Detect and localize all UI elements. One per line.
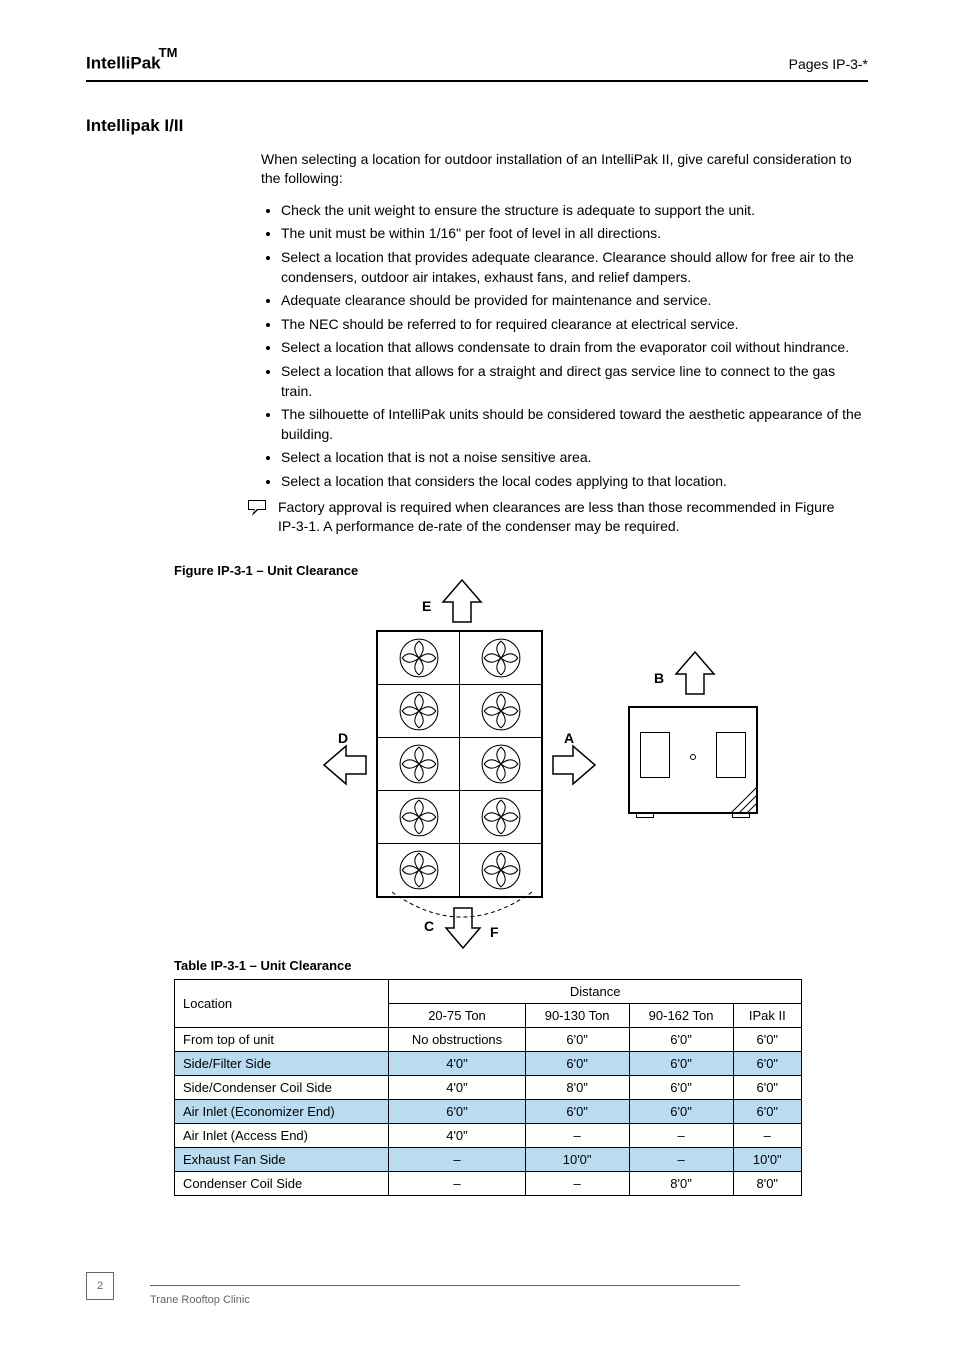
col-distance: Distance [389, 979, 802, 1003]
cell-value: – [389, 1147, 525, 1171]
list-item: The silhouette of IntelliPak units shoul… [281, 405, 868, 444]
cell-value: 6'0" [733, 1027, 801, 1051]
unit-side-view [628, 706, 758, 814]
cell-value: 6'0" [629, 1051, 733, 1075]
col-header: IPak II [733, 1003, 801, 1027]
fan-icon [480, 796, 522, 838]
page-number-box: 2 [86, 1272, 114, 1300]
cell-value: 6'0" [733, 1051, 801, 1075]
arrow-left-icon [322, 744, 374, 786]
intro-paragraph: When selecting a location for outdoor in… [261, 150, 868, 189]
table-row: Side/Condenser Coil Side4'0"8'0"6'0"6'0" [175, 1075, 802, 1099]
list-item: Select a location that provides adequate… [281, 248, 868, 287]
diagonal-lines-icon [730, 786, 758, 814]
list-item: Check the unit weight to ensure the stru… [281, 201, 868, 221]
row-label: Condenser Coil Side [175, 1171, 389, 1195]
label-d: D [338, 730, 348, 746]
fan-icon [398, 743, 440, 785]
cell-value: 6'0" [733, 1099, 801, 1123]
fan-icon [480, 637, 522, 679]
fan-icon [398, 796, 440, 838]
tm-mark: TM [159, 45, 178, 60]
clearance-table: Location Distance 20-75 Ton 90-130 Ton 9… [174, 979, 802, 1196]
label-a: A [564, 730, 574, 746]
table-row: Exhaust Fan Side–10'0"–10'0" [175, 1147, 802, 1171]
cell-value: 6'0" [629, 1027, 733, 1051]
section-title: Intellipak I/II [86, 116, 868, 136]
cell-value: 10'0" [525, 1147, 629, 1171]
page-number: 2 [97, 1280, 103, 1292]
cell-value: – [389, 1171, 525, 1195]
cell-value: 8'0" [733, 1171, 801, 1195]
cell-value: 6'0" [629, 1075, 733, 1099]
cell-value: 8'0" [629, 1171, 733, 1195]
fan-icon [398, 690, 440, 732]
cell-value: 6'0" [525, 1027, 629, 1051]
row-label: Air Inlet (Access End) [175, 1123, 389, 1147]
footer-rule [150, 1285, 740, 1286]
list-item: Select a location that allows for a stra… [281, 362, 868, 401]
list-item: Select a location that allows condensate… [281, 338, 868, 358]
arrow-up-icon [674, 650, 716, 702]
label-c: C [424, 918, 434, 934]
row-label: Air Inlet (Economizer End) [175, 1099, 389, 1123]
row-label: From top of unit [175, 1027, 389, 1051]
cell-value: 4'0" [389, 1123, 525, 1147]
arrow-up-icon [441, 578, 483, 630]
cell-value: No obstructions [389, 1027, 525, 1051]
list-item: The unit must be within 1/16" per foot o… [281, 224, 868, 244]
table-row: Air Inlet (Economizer End)6'0"6'0"6'0"6'… [175, 1099, 802, 1123]
considerations-list: Check the unit weight to ensure the stru… [281, 201, 868, 492]
table-row: Condenser Coil Side––8'0"8'0" [175, 1171, 802, 1195]
table-row: Side/Filter Side4'0"6'0"6'0"6'0" [175, 1051, 802, 1075]
cell-value: 4'0" [389, 1051, 525, 1075]
table-row: From top of unitNo obstructions6'0"6'0"6… [175, 1027, 802, 1051]
row-label: Side/Filter Side [175, 1051, 389, 1075]
cell-value: – [629, 1147, 733, 1171]
unit-top-view [376, 630, 543, 898]
brand: IntelliPak [86, 54, 161, 73]
note-text: Factory approval is required when cleara… [278, 498, 838, 537]
fan-icon [480, 690, 522, 732]
cell-value: 10'0" [733, 1147, 801, 1171]
header-rule [86, 80, 868, 82]
col-header: 90-130 Ton [525, 1003, 629, 1027]
dashed-arc-icon [382, 882, 542, 932]
footer-text: Trane Rooftop Clinic [150, 1294, 250, 1306]
cell-value: – [733, 1123, 801, 1147]
cell-value: 6'0" [629, 1099, 733, 1123]
col-header: 20-75 Ton [389, 1003, 525, 1027]
cell-value: 8'0" [525, 1075, 629, 1099]
fan-icon [398, 637, 440, 679]
cell-value: 6'0" [525, 1051, 629, 1075]
list-item: Select a location that considers the loc… [281, 472, 868, 492]
cell-value: 4'0" [389, 1075, 525, 1099]
page-ref: Pages IP-3-* [789, 56, 868, 72]
note-icon [246, 498, 268, 518]
row-label: Side/Condenser Coil Side [175, 1075, 389, 1099]
col-header: 90-162 Ton [629, 1003, 733, 1027]
list-item: Adequate clearance should be provided fo… [281, 291, 868, 311]
arrow-right-icon [545, 744, 597, 786]
list-item: The NEC should be referred to for requir… [281, 315, 868, 335]
label-f: F [490, 924, 499, 940]
cell-value: 6'0" [525, 1099, 629, 1123]
label-b: B [654, 670, 664, 686]
fan-icon [480, 743, 522, 785]
table-caption: Table IP-3-1 – Unit Clearance [174, 958, 868, 973]
cell-value: – [525, 1171, 629, 1195]
cell-value: 6'0" [389, 1099, 525, 1123]
col-location: Location [175, 979, 389, 1027]
cell-value: – [525, 1123, 629, 1147]
cell-value: 6'0" [733, 1075, 801, 1099]
clearance-figure: E [86, 584, 868, 954]
page-header: IntelliPakTM Pages IP-3-* [86, 50, 868, 74]
table-row: Air Inlet (Access End)4'0"––– [175, 1123, 802, 1147]
cell-value: – [629, 1123, 733, 1147]
list-item: Select a location that is not a noise se… [281, 448, 868, 468]
figure-caption: Figure IP-3-1 – Unit Clearance [174, 563, 868, 578]
label-e: E [422, 598, 431, 614]
row-label: Exhaust Fan Side [175, 1147, 389, 1171]
